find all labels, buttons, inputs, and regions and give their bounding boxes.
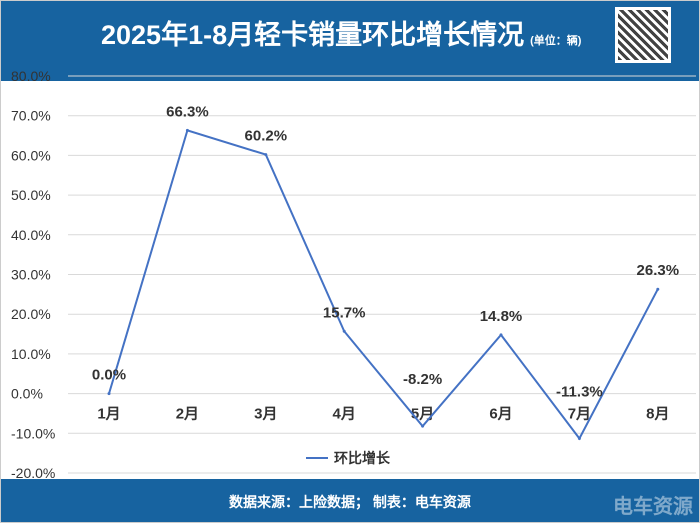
y-tick-label: 50.0% [11, 187, 51, 203]
x-tick-label: 5月 [411, 406, 434, 423]
watermark-logo: 电车资源 [613, 496, 693, 518]
footer-bar: 数据来源：上险数据； 制表：电车资源 电车资源 [1, 479, 699, 522]
data-point [185, 128, 189, 132]
qr-code-icon [615, 7, 671, 63]
y-tick-label: 20.0% [11, 306, 51, 322]
data-point [264, 153, 268, 157]
data-point [342, 329, 346, 333]
header-bar: 2025年1-8月轻卡销量环比增长情况 (单位：辆) [1, 1, 699, 81]
y-tick-label: 40.0% [11, 227, 51, 243]
data-label: -8.2% [403, 371, 442, 388]
y-tick-label: 10.0% [11, 346, 51, 362]
data-label: 60.2% [245, 128, 288, 145]
data-label: 15.7% [323, 304, 366, 321]
x-tick-label: 7月 [568, 406, 591, 423]
x-tick-label: 6月 [489, 406, 512, 423]
data-point [577, 436, 581, 440]
y-tick-label: -20.0% [11, 465, 55, 481]
data-label: 26.3% [637, 262, 680, 279]
data-point [107, 392, 111, 396]
chart-title: 2025年1-8月轻卡销量环比增长情况 (单位：辆) [101, 13, 581, 52]
title-text: 2025年1-8月轻卡销量环比增长情况 [101, 20, 525, 50]
x-tick-label: 4月 [333, 406, 356, 423]
y-tick-label: 30.0% [11, 267, 51, 283]
x-tick-label: 3月 [254, 406, 277, 423]
data-point [656, 287, 660, 291]
data-label: 0.0% [92, 367, 126, 384]
y-tick-label: 0.0% [11, 386, 43, 402]
data-point [499, 333, 503, 337]
x-tick-label: 8月 [646, 406, 669, 423]
x-tick-label: 1月 [97, 406, 120, 423]
data-label: 14.8% [480, 308, 523, 325]
x-tick-label: 2月 [176, 406, 199, 423]
y-tick-label: 80.0% [11, 68, 51, 84]
series-line [108, 129, 659, 441]
source-text: 数据来源：上险数据； 制表：电车资源 [229, 494, 471, 510]
y-tick-label: 60.0% [11, 147, 51, 163]
y-tick-label: -10.0% [11, 425, 55, 441]
data-point [421, 424, 425, 428]
unit-label: (单位：辆) [530, 35, 582, 47]
data-label: 66.3% [166, 103, 209, 120]
legend-label: 环比增长 [334, 450, 391, 466]
y-tick-label: 70.0% [11, 108, 51, 124]
data-label: -11.3% [556, 383, 603, 400]
